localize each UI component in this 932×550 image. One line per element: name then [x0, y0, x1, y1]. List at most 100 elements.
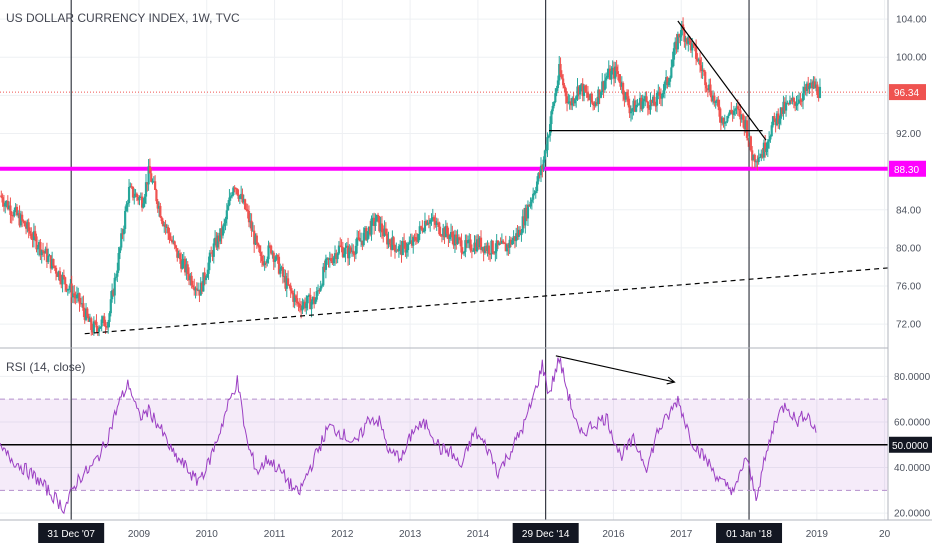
candle-body — [638, 97, 642, 105]
candle-body — [744, 120, 747, 129]
candle-body — [801, 93, 805, 101]
candle-body — [739, 110, 742, 120]
candle-body — [747, 137, 750, 141]
candle-body — [45, 248, 49, 262]
candle-body — [13, 210, 16, 216]
candle-body — [721, 117, 724, 123]
candle-body — [69, 283, 72, 289]
candle-body — [757, 157, 760, 162]
candle-body — [778, 118, 781, 124]
candle-body — [655, 93, 659, 106]
candle-body — [19, 214, 22, 226]
candle-body — [567, 102, 570, 104]
candle-body — [408, 242, 411, 244]
candle-body — [38, 242, 41, 249]
candle-body — [401, 241, 404, 256]
candle-body — [67, 288, 71, 290]
candle-body — [404, 242, 407, 253]
candle-body — [276, 255, 279, 257]
candle-body — [94, 321, 97, 323]
rsi-axis[interactable]: 80.0000 60.0000 40.0000 20.0000 — [894, 372, 931, 520]
candle-body — [336, 253, 339, 260]
candle-body — [680, 24, 683, 36]
candle-body — [558, 64, 561, 81]
candle-body — [146, 182, 149, 185]
candle-body — [636, 104, 639, 106]
candle-body — [788, 100, 792, 105]
candle-body — [413, 237, 416, 239]
candle-body — [199, 282, 202, 296]
candle-body — [194, 288, 197, 291]
candle-body — [232, 187, 235, 196]
time-tick-label: 2012 — [331, 529, 354, 540]
candle-body — [685, 38, 689, 44]
candle-body — [452, 237, 455, 246]
candle-body — [249, 220, 252, 223]
candle-body — [615, 66, 618, 72]
candle-body — [597, 89, 600, 105]
candle-body — [161, 221, 165, 226]
candle-body — [569, 101, 573, 106]
candle-body — [525, 207, 528, 219]
candle-body — [451, 231, 454, 238]
candle-body — [562, 78, 565, 86]
candle-body — [47, 256, 50, 262]
candle-body — [678, 34, 681, 38]
candle-body — [167, 226, 170, 234]
candle-body — [595, 102, 599, 105]
candle-body — [318, 290, 321, 292]
candle-body — [503, 242, 506, 244]
candle-body — [565, 96, 569, 104]
candle-body — [204, 277, 208, 281]
candle-body — [588, 97, 591, 101]
candle-body — [48, 255, 51, 257]
candle-body — [210, 252, 213, 254]
candle-body — [530, 199, 533, 202]
candle-body — [189, 275, 192, 281]
time-tick-label: 2017 — [670, 529, 693, 540]
candle-body — [133, 196, 136, 198]
candle-body — [589, 93, 592, 101]
candle-body — [137, 196, 140, 201]
candle-body — [633, 100, 636, 112]
candle-body — [152, 181, 155, 183]
candle-body — [661, 93, 664, 99]
candle-body — [172, 241, 175, 243]
candle-body — [143, 196, 146, 204]
candle-body — [182, 258, 185, 261]
price-tick-label: 100.00 — [896, 53, 927, 64]
candle-body — [260, 256, 264, 262]
candle-body — [267, 245, 270, 260]
time-axis[interactable]: 31 Dec '07 2009 2010 2011 2012 2013 2014 29 Dec… — [38, 523, 891, 543]
candle-body — [382, 232, 385, 237]
candle-body — [554, 93, 557, 103]
candle-body — [674, 41, 677, 49]
candle-body — [637, 104, 640, 106]
candle-body — [242, 199, 245, 203]
candle-body — [193, 287, 196, 291]
candle-body — [320, 285, 324, 287]
candle-body — [223, 223, 226, 227]
candle-body — [323, 266, 326, 270]
rsi-tick-label: 20.0000 — [894, 509, 931, 520]
candle-body — [692, 43, 695, 45]
candle-body — [279, 269, 282, 274]
candle-body — [216, 235, 219, 248]
candle-body — [590, 93, 593, 103]
candle-body — [616, 71, 619, 75]
candle-body — [255, 235, 258, 244]
candle-body — [760, 154, 763, 158]
candle-body — [675, 41, 678, 50]
candle-body — [164, 224, 167, 227]
candle-body — [114, 276, 118, 278]
candle-body — [416, 240, 419, 242]
candle-body — [147, 166, 150, 185]
candle-body — [490, 240, 493, 255]
candle-body — [100, 319, 103, 327]
candle-body — [749, 136, 752, 151]
candle-body — [266, 259, 269, 263]
candle-body — [97, 328, 101, 332]
candle-body — [284, 275, 287, 289]
candle-body — [513, 236, 517, 242]
candle-body — [150, 173, 153, 182]
